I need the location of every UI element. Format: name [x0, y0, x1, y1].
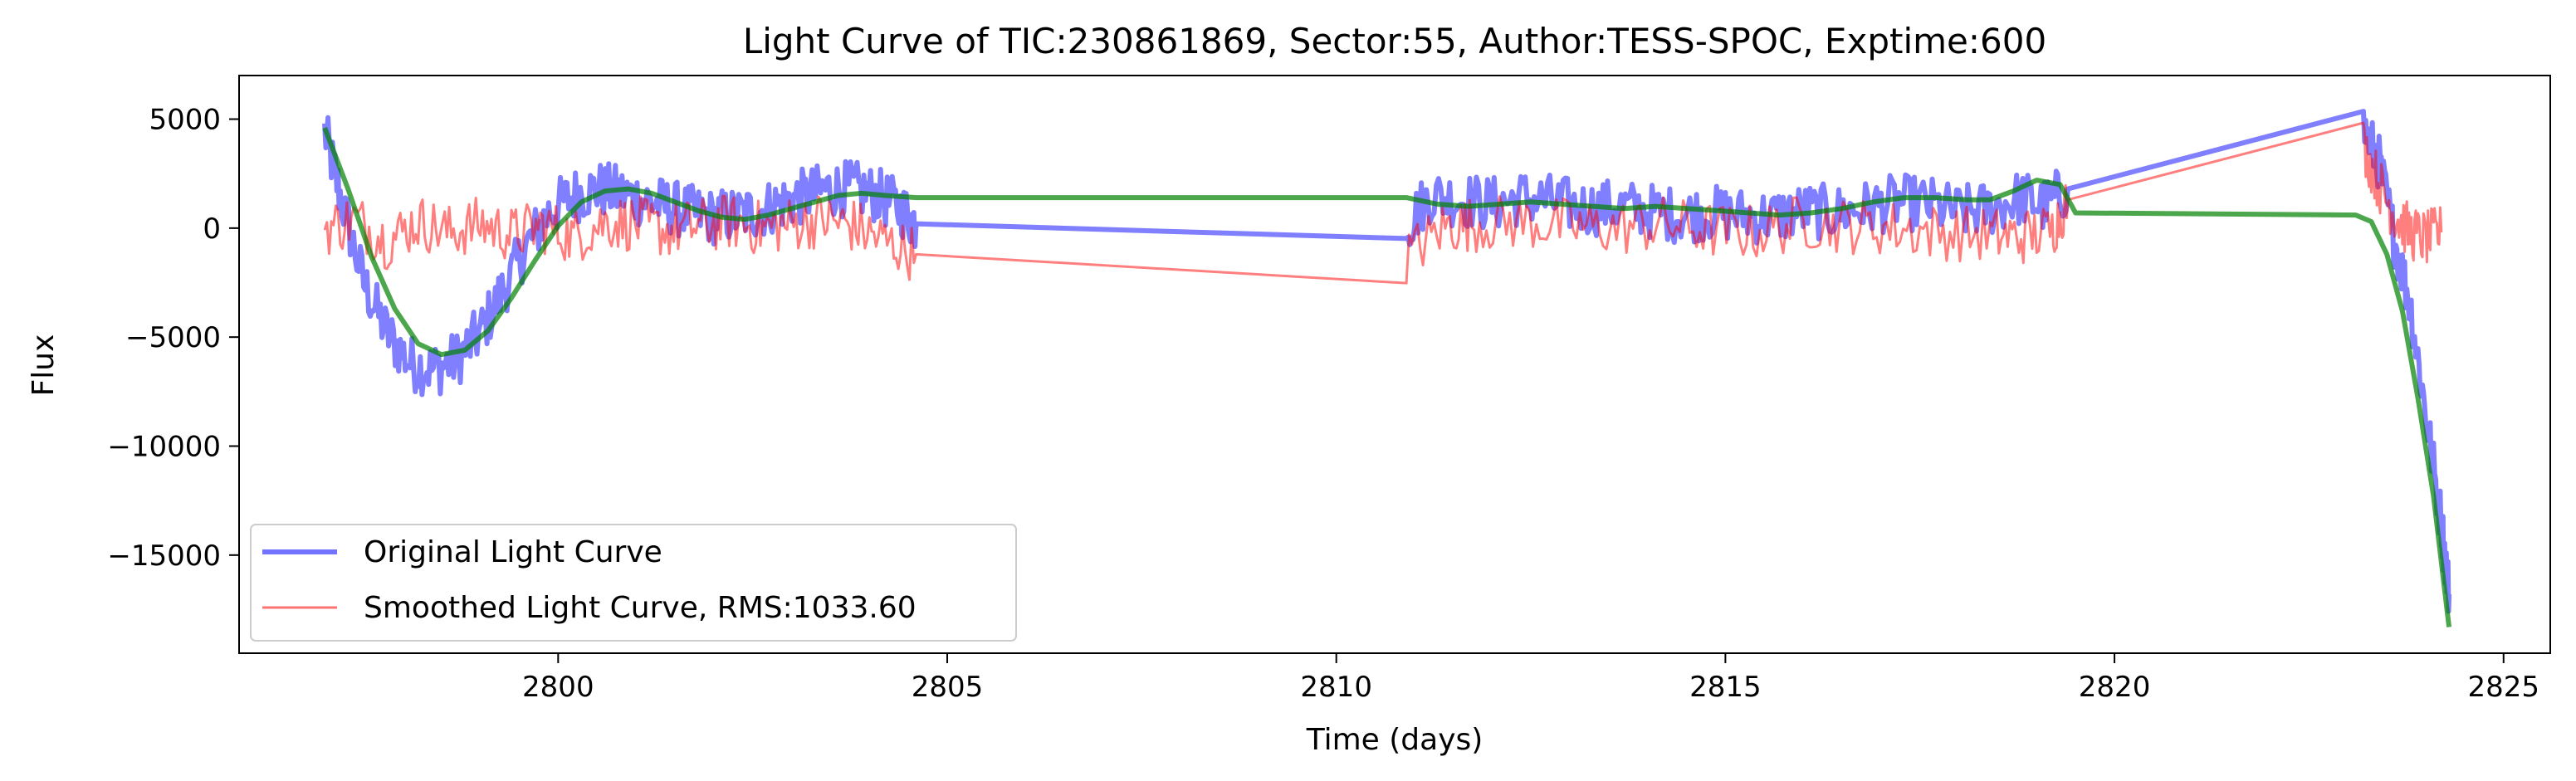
- x-axis: 2800 2805 2810 2815 2820 2825: [522, 653, 2539, 704]
- legend-label-smoothed: Smoothed Light Curve, RMS:1033.60: [364, 591, 917, 625]
- y-tick-label: 5000: [149, 104, 221, 137]
- y-tick-label: 0: [203, 212, 221, 246]
- series-smoothed: [323, 121, 2443, 285]
- y-axis-label: Flux: [27, 334, 61, 397]
- y-axis: 5000 0 −5000 −10000 −15000: [107, 104, 239, 573]
- series-layer: [322, 109, 2452, 627]
- series-trend: [322, 126, 2452, 627]
- plot-frame: [238, 75, 2551, 654]
- chart-title: Light Curve of TIC:230861869, Sector:55,…: [743, 21, 2046, 61]
- legend-box: [250, 524, 1017, 642]
- y-tick-label: −15000: [107, 539, 221, 573]
- x-tick-label: 2825: [2467, 671, 2539, 704]
- x-axis-label: Time (days): [1306, 723, 1484, 757]
- x-tick-label: 2800: [522, 671, 594, 704]
- y-tick-label: −10000: [107, 430, 221, 463]
- x-tick-label: 2820: [2079, 671, 2151, 704]
- x-tick-label: 2810: [1300, 671, 1372, 704]
- x-tick-label: 2815: [1689, 671, 1762, 704]
- legend-label-original: Original Light Curve: [364, 535, 662, 569]
- x-tick-label: 2805: [912, 671, 984, 704]
- legend: Original Light Curve Smoothed Light Curv…: [250, 524, 1017, 642]
- y-tick-label: −5000: [125, 321, 221, 354]
